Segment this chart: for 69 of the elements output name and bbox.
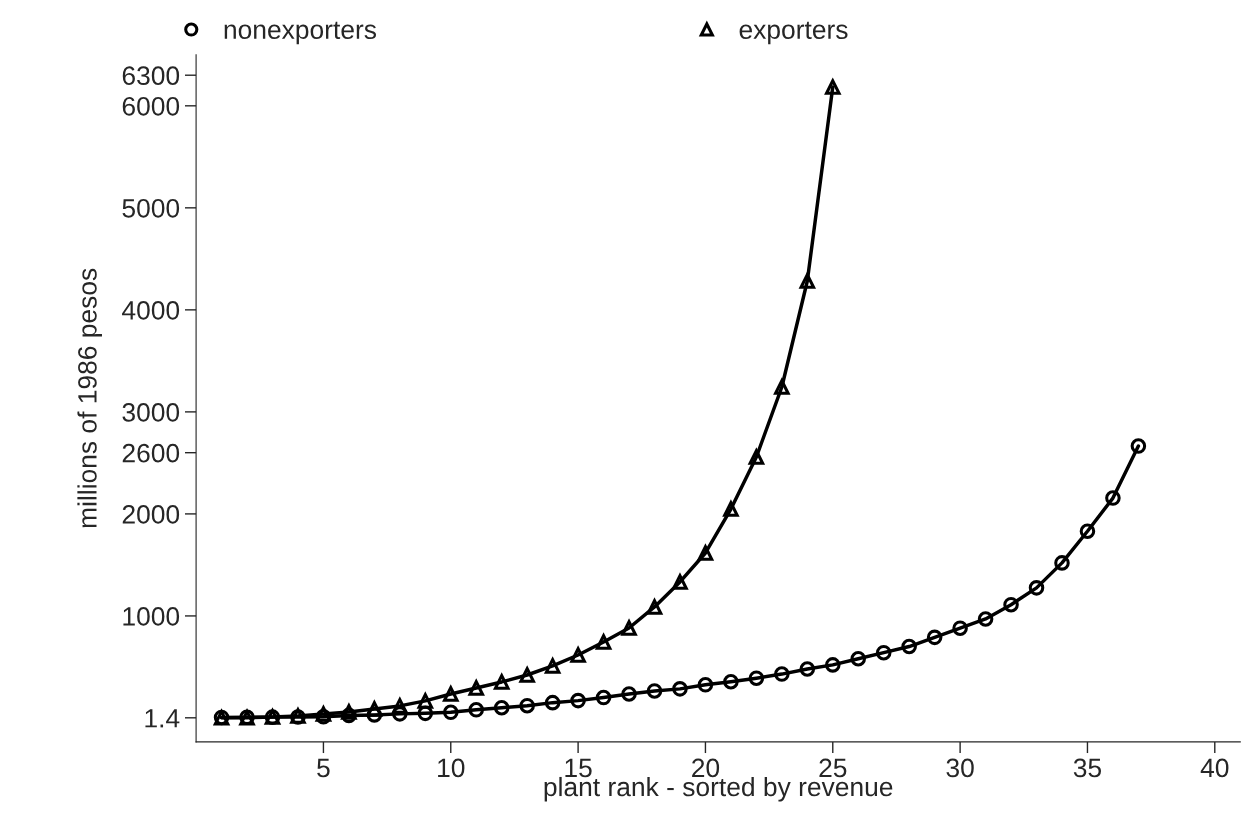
- point: [646, 683, 663, 699]
- point: [519, 667, 535, 683]
- point: [570, 647, 586, 663]
- point: [748, 449, 765, 465]
- point: [799, 273, 816, 289]
- point: [723, 501, 739, 517]
- x-tick-label: 20: [692, 758, 720, 778]
- point: [748, 670, 765, 686]
- point: [875, 644, 892, 661]
- point: [1079, 523, 1096, 540]
- y-tick-label: 2600: [122, 443, 180, 463]
- y-tick-label: 2000: [122, 505, 180, 524]
- point: [723, 673, 739, 690]
- point: [493, 674, 510, 690]
- point: [672, 574, 688, 590]
- x-tick-label: 5: [317, 758, 330, 778]
- point: [595, 689, 612, 706]
- legend-label: exporters: [739, 21, 848, 45]
- point: [417, 693, 434, 709]
- y-tick-label: 1000: [123, 607, 180, 626]
- point: [1028, 580, 1045, 596]
- point: [1105, 490, 1121, 506]
- point: [952, 620, 968, 636]
- point: [493, 699, 510, 716]
- point: [621, 620, 637, 636]
- y-axis-title: millions of 1986 pesos: [77, 268, 102, 528]
- x-tick-label: 30: [946, 758, 974, 778]
- x-tick-label: 40: [1200, 758, 1229, 778]
- x-tick-label: 25: [819, 758, 847, 778]
- point: [926, 629, 943, 646]
- point: [850, 651, 867, 667]
- point: [442, 704, 459, 721]
- point: [595, 634, 612, 650]
- point: [774, 666, 790, 682]
- point: [977, 611, 994, 627]
- point: [442, 686, 459, 702]
- point: [901, 638, 917, 655]
- point: [1054, 555, 1070, 571]
- legend-label: nonexporters: [224, 21, 377, 45]
- point: [544, 658, 561, 674]
- point: [646, 599, 663, 615]
- point: [366, 707, 383, 723]
- x-tick-label: 15: [565, 758, 592, 778]
- point: [392, 706, 408, 722]
- point: [774, 379, 790, 395]
- point: [468, 680, 485, 696]
- point: [519, 697, 535, 714]
- point: [468, 702, 485, 718]
- y-tick-label: 5000: [122, 198, 180, 218]
- point: [697, 677, 714, 693]
- point: [672, 681, 688, 697]
- point: [825, 79, 841, 95]
- point: [799, 661, 816, 677]
- point: [1130, 438, 1147, 454]
- point: [697, 545, 714, 561]
- y-tick-label: 3000: [122, 403, 180, 422]
- y-tick-label: 6000: [122, 96, 180, 116]
- point: [570, 692, 586, 709]
- point: [544, 694, 561, 711]
- point: [825, 657, 841, 673]
- point: [392, 698, 408, 714]
- point: [1003, 596, 1019, 613]
- x-tick-label: 10: [438, 758, 465, 778]
- y-tick-label: 1.4: [145, 709, 180, 728]
- x-tick-label: 35: [1073, 758, 1102, 778]
- y-tick-label: 6300: [122, 66, 180, 86]
- x-axis-title: plant rank - sorted by revenue: [544, 776, 893, 802]
- point: [621, 686, 637, 702]
- y-tick-label: 4000: [122, 301, 180, 320]
